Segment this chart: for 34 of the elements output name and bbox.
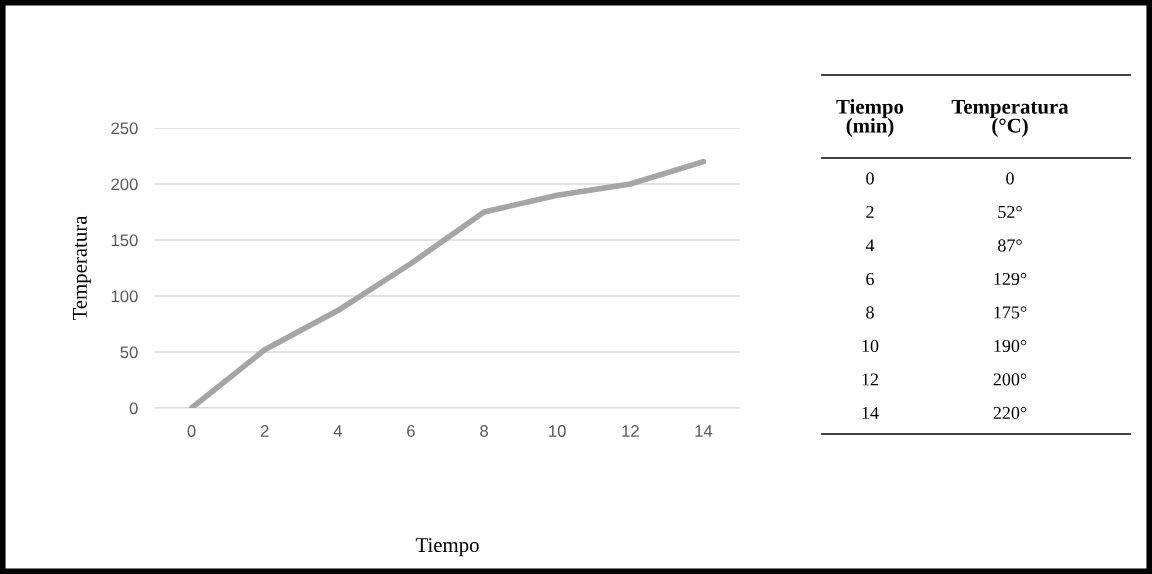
text: 175° (994, 306, 1027, 319)
x-tick-label: 2 (260, 425, 269, 437)
text: 0 (1006, 172, 1014, 185)
x-tick-label: 14 (695, 425, 713, 437)
y-tick-label: 100 (111, 290, 138, 303)
text: 87° (998, 239, 1022, 252)
category-label: 4 (865, 239, 875, 252)
y-tick-label: 150 (111, 234, 138, 247)
y-tick-label: 0 (129, 402, 138, 415)
y-axis-title: Temperatura (73, 215, 92, 321)
category-label: 6 (866, 272, 874, 286)
text: 129° (994, 272, 1027, 286)
text: 200° (993, 373, 1027, 386)
category-label: 2 (866, 205, 874, 218)
y-tick-label: 50 (120, 346, 138, 359)
y-tick-label: 200 (111, 178, 138, 191)
category-label: 0 (866, 172, 874, 185)
category-label: 8 (866, 306, 874, 319)
x-tick-label: 6 (407, 425, 415, 437)
x-tick-label: 0 (187, 425, 196, 437)
y-tick-label: 250 (111, 122, 138, 135)
x-tick-label: 10 (549, 425, 566, 437)
x-tick-label: 8 (480, 425, 488, 437)
text: 52° (998, 205, 1022, 219)
text: Temperatura (°C) (951, 99, 1069, 137)
category-label: 12 (862, 373, 879, 386)
x-axis-title: Tiempo (415, 538, 479, 557)
category-label: 10 (862, 339, 879, 353)
text: 220° (993, 406, 1027, 420)
x-tick-label: 12 (622, 425, 639, 437)
category-label: 14 (862, 406, 879, 419)
text: 190° (994, 339, 1027, 353)
text: Tiempo (min) (836, 99, 904, 137)
x-tick-label: 4 (333, 425, 342, 437)
